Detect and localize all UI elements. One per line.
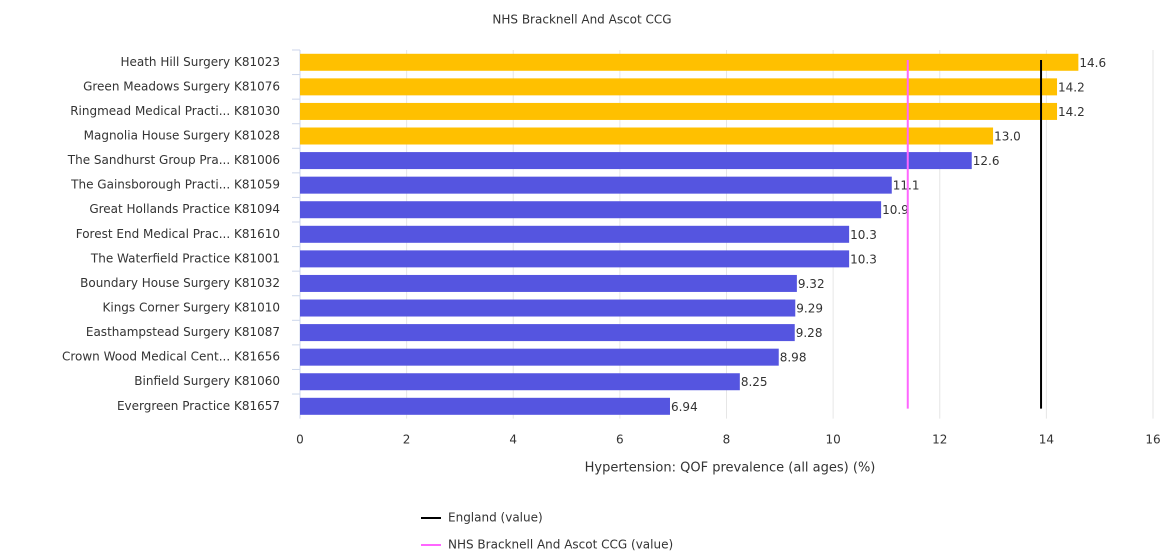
y-tick-label: Great Hollands Practice K81094 [89, 202, 280, 216]
bar [300, 53, 1079, 71]
bar [300, 274, 797, 292]
value-label: 14.2 [1058, 105, 1085, 119]
bar [300, 225, 850, 243]
y-tick-label: The Waterfield Practice K81001 [90, 251, 280, 265]
value-label: 12.6 [973, 154, 1000, 168]
value-label: 9.32 [798, 277, 825, 291]
x-tick-label: 0 [296, 433, 304, 447]
value-label: 10.9 [882, 203, 909, 217]
value-label: 13.0 [994, 130, 1021, 144]
value-label: 8.25 [741, 375, 768, 389]
bar [300, 127, 994, 145]
legend-label: NHS Bracknell And Ascot CCG (value) [448, 538, 673, 552]
x-tick-label: 12 [932, 433, 947, 447]
value-label: 10.3 [850, 228, 877, 242]
value-label: 10.3 [850, 252, 877, 266]
value-label: 8.98 [780, 351, 807, 365]
bar [300, 373, 740, 391]
x-tick-label: 4 [509, 433, 517, 447]
y-tick-label: Binfield Surgery K81060 [134, 374, 280, 388]
x-tick-label: 14 [1039, 433, 1054, 447]
y-tick-label: The Gainsborough Practi... K81059 [70, 178, 280, 192]
bar [300, 324, 795, 342]
y-tick-label: Boundary House Surgery K81032 [80, 276, 280, 290]
y-tick-label: The Sandhurst Group Pra... K81006 [67, 153, 280, 167]
y-tick-label: Crown Wood Medical Cent... K81656 [62, 350, 280, 364]
bar [300, 250, 850, 268]
value-label: 9.29 [796, 302, 823, 316]
value-label: 11.1 [893, 179, 920, 193]
x-tick-label: 10 [825, 433, 840, 447]
bar [300, 299, 796, 317]
value-label: 6.94 [671, 400, 698, 414]
bar [300, 78, 1058, 96]
x-tick-label: 2 [403, 433, 411, 447]
y-tick-label: Heath Hill Surgery K81023 [120, 55, 280, 69]
y-tick-label: Evergreen Practice K81657 [117, 399, 280, 413]
y-tick-label: Easthampstead Surgery K81087 [86, 325, 280, 339]
value-label: 14.2 [1058, 80, 1085, 94]
y-tick-label: Ringmead Medical Practi... K81030 [70, 104, 280, 118]
bar [300, 176, 892, 194]
x-axis-title: Hypertension: QOF prevalence (all ages) … [585, 461, 876, 476]
chart-title: NHS Bracknell And Ascot CCG [492, 13, 671, 27]
legend-label: England (value) [448, 511, 543, 525]
x-tick-label: 16 [1145, 433, 1160, 447]
y-tick-label: Green Meadows Surgery K81076 [83, 79, 280, 93]
y-tick-label: Forest End Medical Prac... K81610 [76, 227, 280, 241]
x-tick-label: 6 [616, 433, 624, 447]
bar [300, 201, 882, 219]
bar [300, 102, 1058, 120]
bar [300, 397, 670, 415]
bar [300, 348, 779, 366]
x-tick-label: 8 [723, 433, 731, 447]
y-tick-label: Kings Corner Surgery K81010 [102, 301, 280, 315]
value-label: 9.28 [796, 326, 823, 340]
y-tick-label: Magnolia House Surgery K81028 [84, 129, 280, 143]
bar [300, 152, 972, 170]
value-label: 14.6 [1079, 56, 1106, 70]
